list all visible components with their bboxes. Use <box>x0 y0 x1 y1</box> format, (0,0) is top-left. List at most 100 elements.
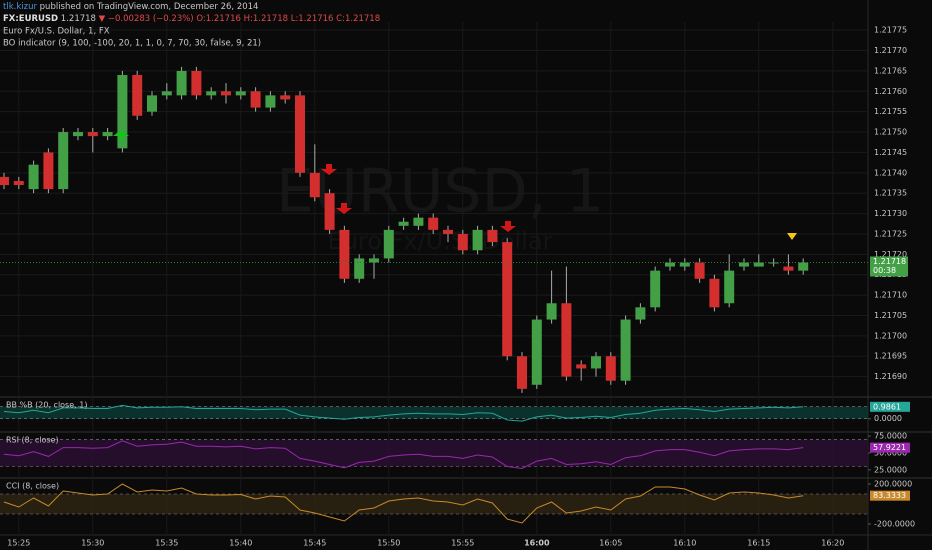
candle-body <box>517 356 527 389</box>
candle-body <box>398 221 409 226</box>
value-tag-label: 0.9861 <box>873 402 901 411</box>
candle-body <box>132 74 143 116</box>
value-tag <box>870 442 910 453</box>
indicator-line <box>3 440 804 470</box>
x-tick-label: 16:05 <box>599 539 622 548</box>
candle-body <box>280 95 291 100</box>
candle-body <box>324 193 335 230</box>
last-price-tag <box>870 256 908 277</box>
candle-body <box>28 164 39 190</box>
pane-title: CCI (8, close) <box>6 482 59 491</box>
y-tick-label: 25.0000 <box>874 465 907 474</box>
candle-body <box>502 242 513 357</box>
y-tick-label: 1.21740 <box>874 168 907 177</box>
candle-body <box>591 356 601 369</box>
candle-body <box>561 303 572 377</box>
y-tick-label: 1.21720 <box>874 250 907 259</box>
signal-triangle <box>787 233 797 240</box>
y-tick-label: 1.21750 <box>874 128 907 137</box>
x-tick-label: 15:40 <box>229 539 252 548</box>
candle-body <box>443 229 453 234</box>
candle-body <box>221 91 231 96</box>
symbol: FX:EURUSD <box>3 14 58 24</box>
y-tick-label: 1.21730 <box>874 209 907 218</box>
x-tick-label: 16:10 <box>673 539 696 548</box>
y-tick-label: 1.21755 <box>874 107 907 116</box>
x-tick-label: 16:20 <box>821 539 844 548</box>
candle-body <box>576 364 587 369</box>
y-tick-label: 1.21705 <box>874 311 907 320</box>
candle-body <box>753 262 764 267</box>
candle-body <box>369 258 379 263</box>
candle-body <box>798 262 809 271</box>
candle-body <box>58 132 69 190</box>
candle-body <box>665 262 675 267</box>
x-tick-label: 16:15 <box>747 539 770 548</box>
change: ▼ −0.00283 (−0.23%) <box>99 14 194 24</box>
pane-title: RSI (8, close) <box>6 436 59 445</box>
candle-body <box>783 266 794 271</box>
countdown: 00:38 <box>873 266 896 275</box>
value-tag-label: 57.9221 <box>873 443 906 452</box>
candle-body <box>295 95 305 173</box>
candle-body <box>191 70 202 96</box>
y-tick-label: 1.21765 <box>874 66 907 75</box>
candle-body <box>650 270 661 308</box>
candle-body <box>73 132 83 137</box>
candle-body <box>694 262 705 279</box>
x-tick-label: 15:35 <box>155 539 178 548</box>
candle-body <box>117 74 128 149</box>
candle-body <box>309 172 320 198</box>
candle-body <box>206 91 217 96</box>
indicator-line <box>3 404 804 422</box>
y-tick-label: 1.21725 <box>874 229 907 238</box>
sell-arrow <box>336 203 352 214</box>
band-fill <box>0 494 868 514</box>
candle-body <box>0 176 9 186</box>
candle-body <box>635 307 646 320</box>
candle-body <box>413 217 424 226</box>
y-tick-label: 1.21710 <box>874 291 907 300</box>
candle-body <box>235 91 246 96</box>
candle-body <box>354 258 365 279</box>
y-tick-label: 1.21735 <box>874 189 907 198</box>
candle-body <box>724 270 735 304</box>
candle-body <box>428 217 439 230</box>
y-tick-label: -200.0000 <box>874 520 915 529</box>
candle-body <box>605 356 616 381</box>
candle-body <box>679 262 690 267</box>
y-tick-label: 1.21695 <box>874 352 907 361</box>
x-tick-label: 16:00 <box>524 539 550 548</box>
y-tick-label: 75.0000 <box>874 432 907 441</box>
candle-body <box>546 303 557 320</box>
chart-title: Euro Fx/U.S. Dollar, 1, FX <box>3 27 110 37</box>
candle-body <box>709 278 720 308</box>
candle-body <box>176 70 187 96</box>
value-tag <box>870 401 910 412</box>
candle-body <box>457 233 468 251</box>
candle-body <box>383 229 394 259</box>
sell-arrow <box>321 164 337 175</box>
y-tick-label: 1.21745 <box>874 148 907 157</box>
y-tick-label: 1.21700 <box>874 331 907 340</box>
candle-body <box>147 95 157 112</box>
buy-arrow <box>113 130 129 141</box>
candle-body <box>472 229 483 251</box>
value-tag-label: 83.3333 <box>873 491 906 500</box>
candle-body <box>620 319 631 381</box>
pane-title: BB %B (20, close, 1) <box>6 401 87 410</box>
y-tick-label: 200.0000 <box>874 480 912 489</box>
published: published on TradingView.com, December 2… <box>40 2 259 12</box>
candle-body <box>768 262 779 264</box>
candle-body <box>339 229 350 279</box>
indicator-line <box>3 483 804 524</box>
y-tick-label: 1.21770 <box>874 46 907 55</box>
x-tick-label: 15:45 <box>303 539 326 548</box>
indicator-title: BO indicator (9, 100, -100, 20, 1, 1, 0,… <box>3 39 261 49</box>
candle-body <box>102 132 113 137</box>
candle-body <box>43 152 54 190</box>
x-tick-label: 15:50 <box>377 539 400 548</box>
candle-body <box>739 262 749 267</box>
